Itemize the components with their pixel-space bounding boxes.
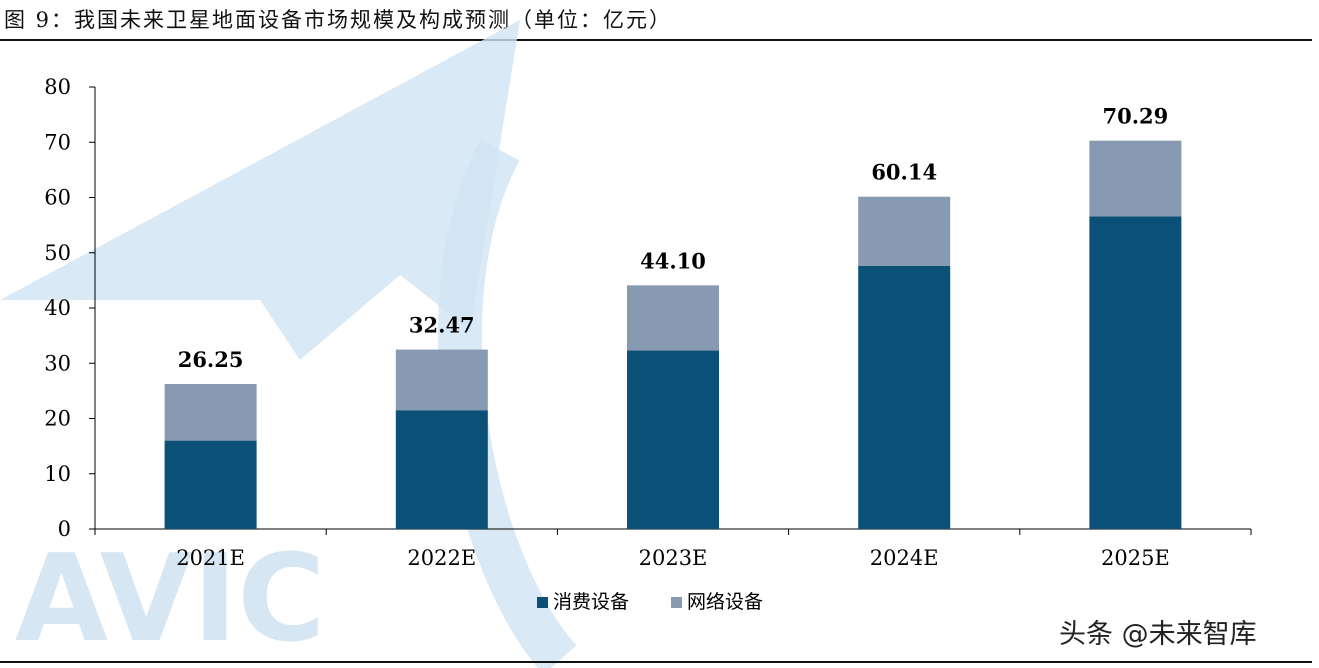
bar-segment — [395, 410, 488, 529]
total-label: 60.14 — [871, 160, 937, 185]
legend-swatch — [537, 597, 548, 608]
bottom-rule — [0, 661, 1312, 663]
top-rule — [0, 39, 1312, 41]
bar-segment — [164, 383, 257, 441]
total-label: 44.10 — [640, 248, 706, 273]
total-label: 26.25 — [178, 347, 244, 372]
total-label: 32.47 — [409, 313, 475, 338]
y-tick-label: 80 — [44, 75, 71, 99]
y-tick-label: 70 — [44, 130, 71, 154]
y-tick-label: 50 — [44, 241, 71, 265]
y-tick-label: 0 — [58, 517, 71, 541]
watermark-arrow-shape — [0, 20, 520, 360]
bar-segment — [627, 350, 719, 529]
bar-segment — [395, 349, 488, 411]
y-tick-label: 10 — [44, 462, 71, 486]
bar-segment — [627, 285, 719, 351]
watermark-text: AVIC — [15, 530, 325, 668]
bar-segment — [858, 266, 951, 529]
bar-segment — [1089, 216, 1182, 529]
legend: 消费设备 网络设备 — [537, 591, 763, 613]
axes: 0 10 20 30 40 50 60 70 80 — [44, 75, 1252, 541]
source-watermark: 头条 @未来智库 — [1059, 619, 1257, 650]
x-tick-label: 2025E — [1101, 546, 1170, 570]
y-tick-label: 40 — [44, 296, 71, 320]
y-tick-label: 30 — [44, 351, 71, 375]
x-tick-label: 2023E — [639, 546, 708, 570]
x-tick-label: 2022E — [407, 546, 476, 570]
bar-segment — [1089, 140, 1182, 217]
x-tick-label: 2024E — [870, 546, 939, 570]
labels: 26.25 2021E 32.47 2022E 44.10 2023E 60.14 2024E… — [176, 104, 1170, 570]
legend-label: 网络设备 — [687, 591, 763, 613]
bars — [164, 140, 1182, 529]
total-label: 70.29 — [1103, 104, 1169, 129]
avic-watermark: AVIC — [0, 20, 577, 668]
figure-title: 图 9：我国未来卫星地面设备市场规模及构成预测（单位：亿元） — [4, 8, 673, 32]
legend-label: 消费设备 — [553, 591, 629, 613]
y-tick-label: 20 — [44, 407, 71, 431]
bar-segment — [858, 196, 951, 267]
legend-swatch — [671, 597, 682, 608]
y-tick-label: 60 — [44, 186, 71, 210]
bar-segment — [164, 440, 257, 529]
x-tick-label: 2021E — [176, 546, 245, 570]
